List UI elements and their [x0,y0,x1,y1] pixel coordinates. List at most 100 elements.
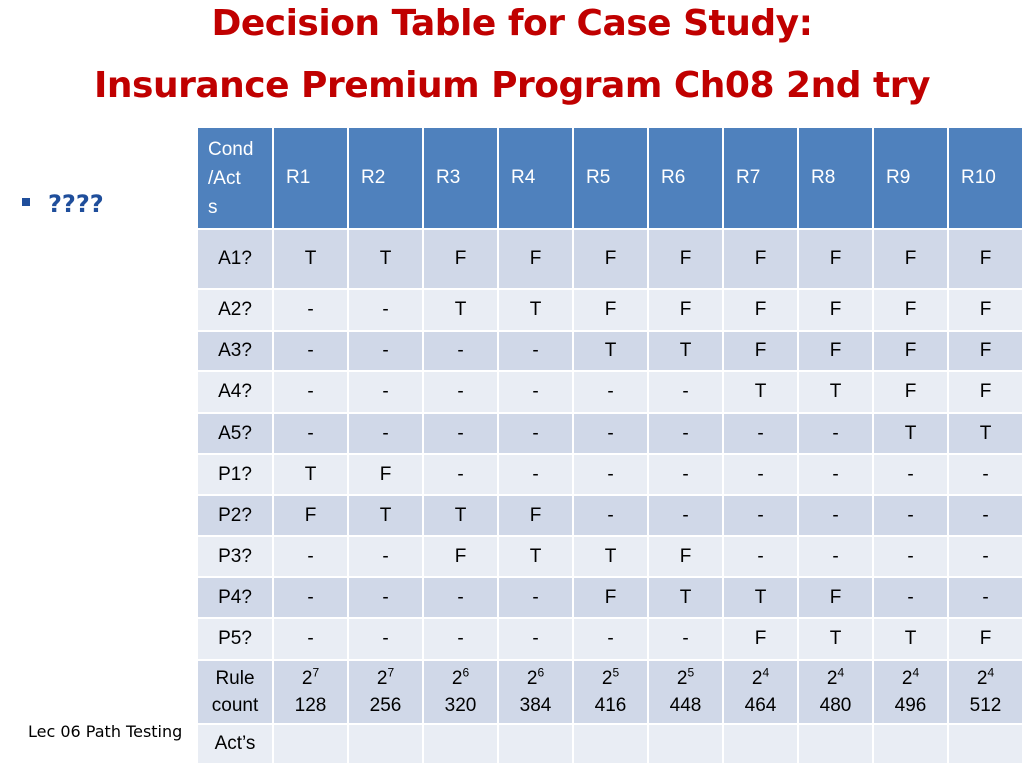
rule-count-exponent: 4 [987,665,995,680]
table-row: A1? T T F F F F F F F F [196,228,1024,290]
table-row: P4? - - - - F T T F - - [196,576,1024,619]
table-cell: F [797,228,874,290]
table-cell: F [497,228,574,290]
table-cell: T [797,617,874,661]
column-header-r3: R3 [422,126,499,230]
table-cell: F [872,370,949,414]
column-header-r8: R8 [797,126,874,230]
acts-cell [572,723,649,765]
table-cell: - [497,412,574,455]
table-cell: F [947,228,1024,290]
table-row: A4? - - - - - - T T F F [196,370,1024,414]
table-cell: - [647,412,724,455]
table-cell: F [722,617,799,661]
table-cell: F [947,330,1024,372]
row-label: A4? [196,370,274,414]
table-cell: - [497,617,574,661]
table-cell: - [572,617,649,661]
table-cell: - [797,535,874,578]
table-cell: - [347,412,424,455]
rule-count-cell: 25 416 [572,659,649,725]
row-label: P1? [196,453,274,496]
rule-count-cumulative: 464 [744,695,777,716]
acts-row: Act’s [196,723,1024,765]
rule-count-exponent: 6 [537,665,545,680]
rule-count-row: Rule count 27 128 27 256 26 320 26 384 25 416 25 448… [196,659,1024,725]
row-label: A1? [196,228,274,290]
table-cell: - [272,617,349,661]
rule-count-base: 2 [901,668,913,689]
table-cell: - [422,370,499,414]
row-label: A2? [196,288,274,332]
table-cell: T [422,288,499,332]
table-cell: F [422,535,499,578]
header-corner: Cond/Act s [196,126,274,230]
table-cell: - [572,370,649,414]
rule-count-exponent: 4 [837,665,845,680]
table-cell: - [647,453,724,496]
rule-count-exponent: 7 [387,665,395,680]
table-cell: T [272,453,349,496]
decision-table: Cond/Act s R1 R2 R3 R4 R5 R6 R7 R8 R9 R10 A1? T T F F F… [196,126,1024,765]
acts-cell [497,723,574,765]
rule-count-exponent: 4 [912,665,920,680]
rule-count-cell: 26 320 [422,659,499,725]
table-cell: - [272,535,349,578]
table-cell: T [572,535,649,578]
table-cell: F [722,228,799,290]
table-cell: - [947,576,1024,619]
table-cell: F [572,228,649,290]
table-cell: - [347,576,424,619]
acts-cell [422,723,499,765]
rule-count-exponent: 5 [612,665,620,680]
table-row: P3? - - F T T F - - - - [196,535,1024,578]
row-label: A5? [196,412,274,455]
column-header-r2: R2 [347,126,424,230]
table-cell: - [272,330,349,372]
table-cell: T [347,228,424,290]
rule-count-cell: 24 480 [797,659,874,725]
rule-count-exponent: 5 [687,665,695,680]
title-line-2: Insurance Premium Program Ch08 2nd try [94,65,930,106]
table-cell: F [872,288,949,332]
acts-cell [872,723,949,765]
table-row: A3? - - - - T T F F F F [196,330,1024,372]
header-corner-text: s [208,196,218,218]
rule-count-cumulative: 448 [669,695,702,716]
acts-cell [272,723,349,765]
rule-count-cell: 25 448 [647,659,724,725]
table-cell: - [272,412,349,455]
table-cell: T [497,535,574,578]
table-cell: - [347,370,424,414]
rule-count-cell: 24 496 [872,659,949,725]
acts-cell [722,723,799,765]
slide-footer: Lec 06 Path Testing [28,722,183,741]
rule-count-exponent: 7 [312,665,320,680]
table-cell: - [872,494,949,537]
table-cell: - [722,412,799,455]
table-cell: F [797,330,874,372]
table-cell: - [872,453,949,496]
rule-count-cumulative: 480 [819,695,852,716]
table-cell: - [272,370,349,414]
column-header-r6: R6 [647,126,724,230]
title-line-1: Decision Table for Case Study: [211,3,813,44]
rule-count-cumulative: 416 [594,695,627,716]
rule-count-cumulative: 496 [894,695,927,716]
rule-count-base: 2 [451,668,463,689]
rule-count-exponent: 4 [762,665,770,680]
square-bullet-icon [22,198,30,206]
table-cell: - [572,453,649,496]
rule-count-base: 2 [976,668,988,689]
table-cell: F [422,228,499,290]
table-cell: - [422,330,499,372]
table-cell: - [422,576,499,619]
table-cell: F [947,288,1024,332]
table-cell: - [797,412,874,455]
acts-label: Act’s [196,723,274,765]
rule-count-cumulative: 512 [969,695,1002,716]
column-header-r7: R7 [722,126,799,230]
table-row: A2? - - T T F F F F F F [196,288,1024,332]
acts-cell [647,723,724,765]
row-label: P4? [196,576,274,619]
